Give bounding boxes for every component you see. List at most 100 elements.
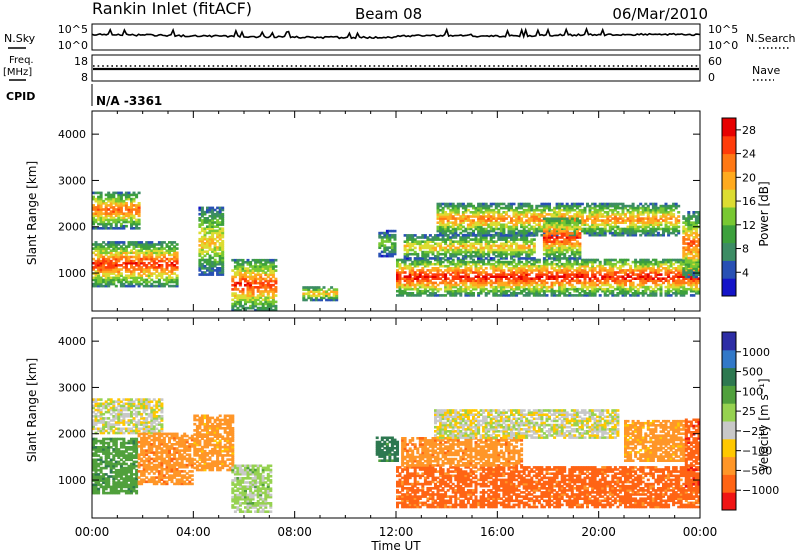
- heatmap-cell: [543, 280, 546, 283]
- heatmap-cell: [231, 269, 234, 272]
- heatmap-cell: [383, 232, 386, 235]
- heatmap-cell: [239, 263, 242, 266]
- heatmap-cell: [467, 292, 470, 295]
- heatmap-cell: [335, 288, 338, 291]
- heatmap-cell: [642, 259, 645, 262]
- heatmap-cell: [589, 226, 592, 229]
- heatmap-cell: [467, 232, 470, 235]
- heatmap-cell: [535, 205, 538, 208]
- heatmap-cell: [125, 212, 128, 215]
- heatmap-cell: [475, 207, 478, 210]
- heatmap-cell: [578, 232, 581, 235]
- heatmap-cell: [611, 232, 614, 235]
- heatmap-cell: [611, 263, 614, 266]
- heatmap-cell: [414, 257, 417, 260]
- heatmap-cell: [216, 261, 219, 264]
- heatmap-cell: [528, 245, 531, 248]
- heatmap-cell: [201, 257, 204, 260]
- heatmap-cell: [95, 227, 98, 230]
- heatmap-cell: [163, 247, 166, 250]
- heatmap-cell: [604, 203, 607, 206]
- heatmap-cell: [475, 280, 478, 283]
- heatmap-cell: [657, 261, 660, 264]
- heatmap-cell: [421, 251, 424, 254]
- heatmap-cell: [125, 192, 128, 195]
- heatmap-cell: [209, 219, 212, 222]
- heatmap-cell: [414, 238, 417, 241]
- heatmap-cell: [599, 294, 602, 297]
- heatmap-cell: [414, 284, 417, 287]
- heatmap-cell: [505, 282, 508, 285]
- heatmap-cell: [242, 288, 245, 291]
- heatmap-cell: [665, 290, 668, 293]
- heatmap-cell: [596, 232, 599, 235]
- heatmap-cell: [535, 213, 538, 216]
- heatmap-cell: [520, 265, 523, 268]
- heatmap-cell: [687, 288, 690, 291]
- heatmap-cell: [589, 259, 592, 262]
- heatmap-cell: [155, 243, 158, 246]
- heatmap-cell: [604, 219, 607, 222]
- heatmap-cell: [467, 209, 470, 212]
- heatmap-cell: [201, 271, 204, 274]
- heatmap-cell: [444, 238, 447, 241]
- heatmap-cell: [467, 249, 470, 252]
- heatmap-cell: [551, 209, 554, 212]
- heatmap-cell: [394, 230, 397, 233]
- heatmap-cell: [122, 241, 125, 244]
- heatmap-cell: [394, 234, 397, 237]
- heatmap-cell: [482, 203, 485, 206]
- heatmap-cell: [513, 219, 516, 222]
- heatmap-cell: [611, 286, 614, 289]
- heatmap-cell: [140, 274, 143, 277]
- heatmap-cell: [589, 205, 592, 208]
- heatmap-cell: [467, 273, 470, 276]
- heatmap-cell: [399, 259, 402, 262]
- heatmap-cell: [201, 263, 204, 266]
- heatmap-cell: [611, 290, 614, 293]
- heatmap-cell: [133, 208, 136, 211]
- heatmap-cell: [538, 259, 541, 262]
- heatmap-cell: [117, 268, 120, 271]
- heatmap-cell: [677, 219, 680, 222]
- heatmap-cell: [452, 215, 455, 218]
- heatmap-cell: [672, 292, 675, 295]
- heatmap-cell: [160, 264, 163, 267]
- heatmap-cell: [429, 234, 432, 237]
- heatmap-cell: [520, 203, 523, 206]
- heatmap-cell: [627, 269, 630, 272]
- heatmap-cell: [409, 257, 412, 260]
- heatmap-cell: [391, 230, 394, 233]
- heatmap-cell: [148, 262, 151, 265]
- heatmap-cell: [467, 261, 470, 264]
- heatmap-cell: [657, 219, 660, 222]
- heatmap-cell: [543, 253, 546, 256]
- heatmap-cell: [490, 263, 493, 266]
- heatmap-cell: [513, 236, 516, 239]
- heatmap-cell: [558, 275, 561, 278]
- heatmap-cell: [429, 292, 432, 295]
- heatmap-cell: [619, 228, 622, 231]
- heatmap-cell: [444, 273, 447, 276]
- heatmap-cell: [95, 241, 98, 244]
- heatmap-cell: [566, 282, 569, 285]
- nsearch-tick-low: 10^0: [708, 39, 738, 52]
- heatmap-cell: [581, 203, 584, 206]
- heatmap-cell: [254, 274, 257, 277]
- heatmap-cell: [110, 194, 113, 197]
- heatmap-cell: [155, 285, 158, 288]
- heatmap-cell: [619, 259, 622, 262]
- heatmap-cell: [642, 290, 645, 293]
- heatmap-cell: [497, 290, 500, 293]
- heatmap-cell: [528, 265, 531, 268]
- heatmap-cell: [578, 220, 581, 223]
- heatmap-cell: [399, 263, 402, 266]
- heatmap-cell: [604, 211, 607, 214]
- heatmap-cell: [520, 286, 523, 289]
- heatmap-cell: [573, 243, 576, 246]
- heatmap-cell: [543, 273, 546, 276]
- heatmap-cell: [231, 292, 234, 295]
- heatmap-cell: [528, 277, 531, 280]
- heatmap-cell: [573, 226, 576, 229]
